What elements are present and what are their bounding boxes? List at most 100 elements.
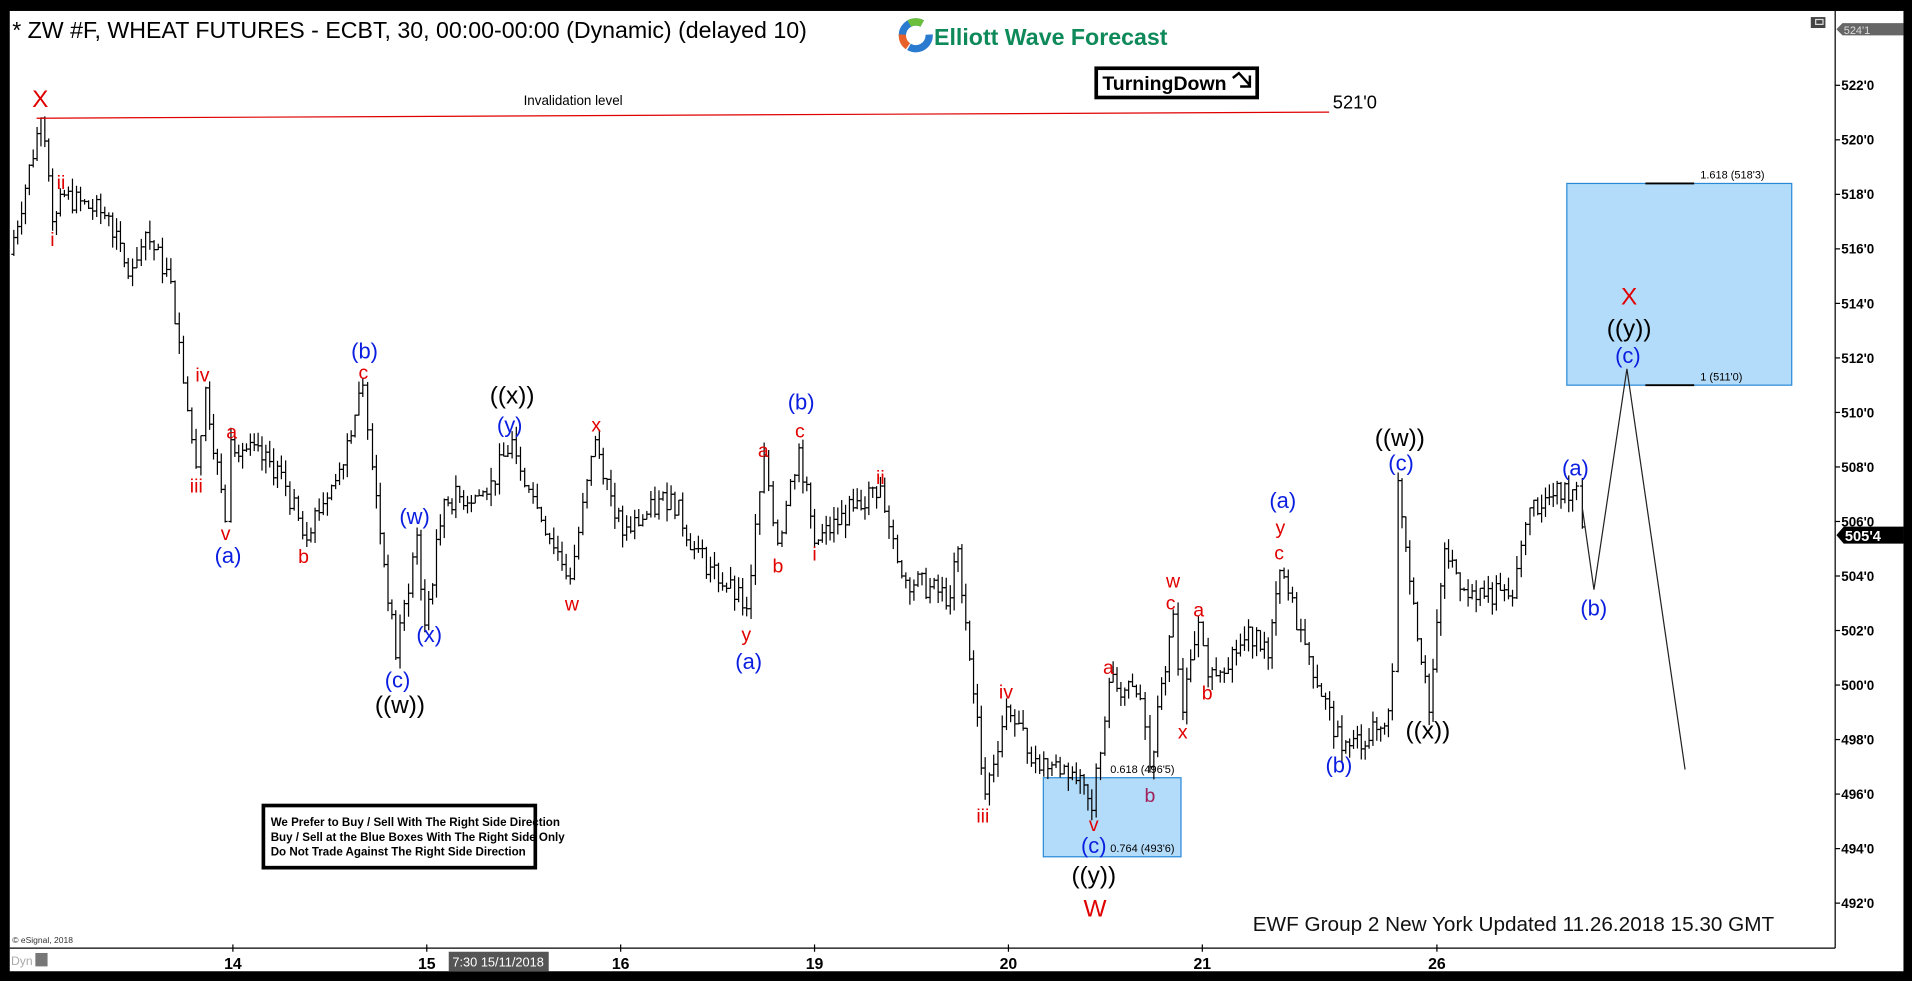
wave-label: ((y)) [1071,863,1116,890]
wave-label: (a) [1269,488,1296,513]
price-bars [11,116,1585,821]
wave-label: ((y)) [1607,315,1652,342]
turning-down-badge: TurningDown [1094,66,1260,100]
notice-line: Buy / Sell at the Blue Boxes With The Ri… [271,832,566,844]
fib-bottom-label: 1 (511'0) [1700,371,1742,383]
wave-label: (b) [1580,595,1607,620]
fib-target-box [1566,182,1793,386]
wave-label: X [32,86,48,113]
wave-label: (c) [1615,343,1641,368]
wave-label: y [741,624,751,646]
wave-label: (b) [788,389,815,414]
wave-label: x [591,414,601,436]
top-price-label: 524'1 [1844,25,1871,37]
projection-path [1581,368,1686,770]
last-price-marker [1836,526,1904,544]
wave-label: X [1621,284,1637,311]
wave-label: iv [195,364,209,386]
y-tick-label: 496'0 [1841,787,1874,802]
price-bar [1175,602,1181,676]
wave-label: ii [57,172,66,194]
price-bar [766,450,772,492]
elliott-wave-forecast-logo: Elliott Wave Forecast [898,18,1168,53]
wave-label: x [1178,721,1188,743]
price-bar [1170,609,1176,638]
x-tick-label: 19 [806,956,824,973]
price-bar [1579,477,1585,529]
cursor-time: 7:30 15/11/2018 [452,954,543,969]
y-tick-label: 504'0 [1841,569,1874,584]
price-bar [1195,616,1201,658]
wave-label: a [1193,600,1204,622]
price-bar [1574,481,1579,501]
restore-icon [1815,18,1824,25]
arrow-down-right-icon [1232,71,1252,88]
turning-down-label: TurningDown [1102,73,1226,95]
price-bar [360,377,366,398]
wave-label: a [758,440,769,462]
wave-label: w [1165,570,1181,592]
price-bar [222,484,228,523]
y-tick-label: 494'0 [1841,841,1874,856]
wave-label: v [221,523,231,545]
invalidation-value: 521'0 [1333,91,1377,112]
wave-label: (c) [385,667,411,692]
wave-label: w [564,594,580,616]
wave-label: iii [976,806,989,828]
wave-label: i [812,544,816,566]
price-bar [198,435,204,476]
price-bar [1137,684,1143,701]
y-tick-label: 506'0 [1841,514,1874,529]
price-bar [770,480,776,527]
y-tick-label: 510'0 [1841,405,1874,420]
logo-text: Elliott Wave Forecast [934,24,1168,50]
chart-title: * ZW #F, WHEAT FUTURES - ECBT, 30, 00:00… [12,17,807,43]
price-bar [365,382,371,440]
wave-label: (b) [351,338,378,363]
invalidation-line [36,111,1330,119]
y-tick-label: 512'0 [1841,351,1874,366]
wave-label: a [226,422,237,444]
fib-top-label: 0.618 (496'5) [1110,764,1174,776]
last-price-label: 505'4 [1845,529,1882,545]
x-tick-label: 26 [1428,956,1446,973]
wave-label: b [773,556,784,578]
y-tick-label: 516'0 [1841,242,1874,257]
wave-label: (c) [1081,833,1107,858]
wave-label: ((x)) [1406,717,1451,744]
x-tick-label: 21 [1194,956,1212,973]
time-axis: 14 15 16 19 20 21 26 [224,944,1446,973]
fib-top-label: 1.618 (518'3) [1700,170,1764,182]
restore-window-button[interactable] [1810,17,1826,29]
y-tick-label: 518'0 [1841,187,1874,202]
wave-label: (y) [497,413,523,438]
price-bar [193,428,199,469]
fib-boxes: 0.618 (496'5) 0.764 (493'6) 1.618 (518'3) 1… [1042,170,1793,858]
fib-bottom-label: 0.764 (493'6) [1110,843,1174,855]
wave-label: (a) [215,543,242,568]
wave-label: ((w)) [1375,425,1425,452]
wave-label: b [298,546,309,568]
x-tick-label: 15 [418,956,436,973]
trading-notice-box: We Prefer to Buy / Sell With The Right S… [261,803,566,870]
wave-label: W [1083,895,1106,922]
y-tick-label: 520'0 [1841,133,1874,148]
invalidation-label: Invalidation level [524,93,623,108]
y-tick-label: 522'0 [1841,78,1874,93]
y-tick-label: 508'0 [1841,460,1874,475]
y-tick-label: 500'0 [1841,678,1874,693]
y-tick-label: 498'0 [1841,732,1874,747]
wave-label: (b) [1325,753,1352,778]
price-bar [761,442,767,494]
wave-label: c [795,420,805,442]
x-tick-label: 16 [612,956,630,973]
notice-line: We Prefer to Buy / Sell With The Right S… [271,817,560,829]
wave-label: v [1089,814,1099,836]
y-tick-label: 502'0 [1841,623,1874,638]
x-tick-label: 20 [1000,956,1018,973]
y-tick-label: 492'0 [1841,896,1874,911]
lock-scale-button[interactable] [35,952,48,967]
wave-label: (x) [416,622,442,647]
